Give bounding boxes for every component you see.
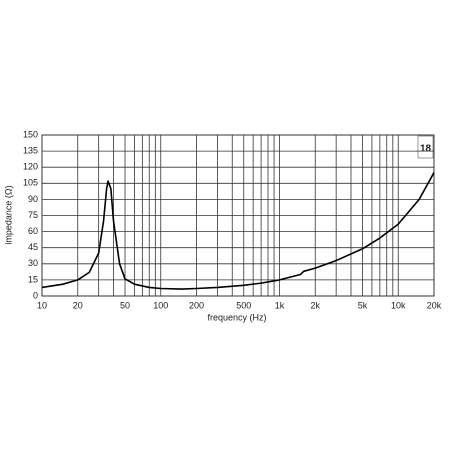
x-tick-label: 50 (120, 300, 130, 310)
y-tick-label: 30 (28, 258, 38, 268)
x-tick-label: 20k (427, 300, 442, 310)
y-tick-label: 45 (28, 242, 38, 252)
x-axis-label: frequency (Hz) (207, 312, 266, 322)
y-axis-label: impedance (Ω) (3, 185, 13, 244)
x-tick-label: 500 (236, 300, 251, 310)
x-tick-label: 5k (358, 300, 368, 310)
x-tick-label: 100 (153, 300, 168, 310)
y-tick-label: 105 (23, 178, 38, 188)
impedance-curve (41, 172, 435, 290)
x-tick-label: 10 (37, 300, 47, 310)
y-tick-label: 60 (28, 226, 38, 236)
y-tick-label: 15 (28, 274, 38, 284)
x-tick-label: 20 (73, 300, 83, 310)
logo-box (417, 135, 434, 159)
y-tick-label: 0 (33, 290, 38, 300)
y-tick-label: 150 (23, 129, 38, 139)
x-tick-label: 10k (391, 300, 406, 310)
y-tick-label: 90 (28, 194, 38, 204)
plot-frame (41, 134, 435, 297)
y-tick-label: 135 (23, 145, 38, 155)
x-tick-label: 1k (275, 300, 285, 310)
x-tick-label: 200 (189, 300, 204, 310)
x-tick-label: 2k (310, 300, 320, 310)
y-tick-label: 75 (28, 210, 38, 220)
logo: 18 (420, 144, 432, 155)
y-tick-label: 120 (23, 162, 38, 172)
